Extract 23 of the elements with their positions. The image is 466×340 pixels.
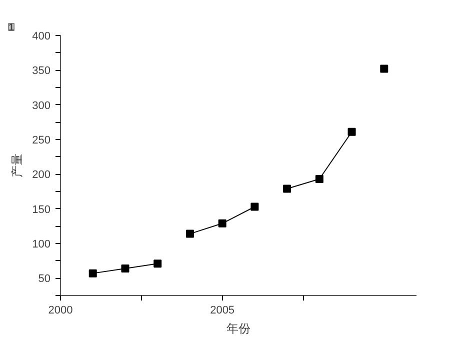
text: 1 [8,22,14,34]
x-tick-label: 2000 [48,304,73,316]
point [88,269,97,278]
point [348,128,356,136]
y-tick-label: 300 [32,100,51,112]
point [154,260,162,268]
point [315,175,324,184]
point [250,202,259,211]
point [218,219,226,228]
point [283,184,292,193]
y-tick-label: 200 [32,169,51,182]
x-axis-title: 年份 [226,322,250,336]
y-tick-label: 150 [32,204,51,216]
x-tick-label: 2005 [210,304,235,316]
y-tick-label: 350 [32,65,51,78]
y-tick-label: 50 [38,273,51,286]
point [186,230,194,238]
y-axis-title: 产量 [10,154,24,178]
point [121,264,130,272]
y-tick-label: 250 [32,134,51,146]
y-tick-label: 100 [32,238,51,250]
point [380,64,388,73]
y-tick-label: 400 [32,30,51,42]
